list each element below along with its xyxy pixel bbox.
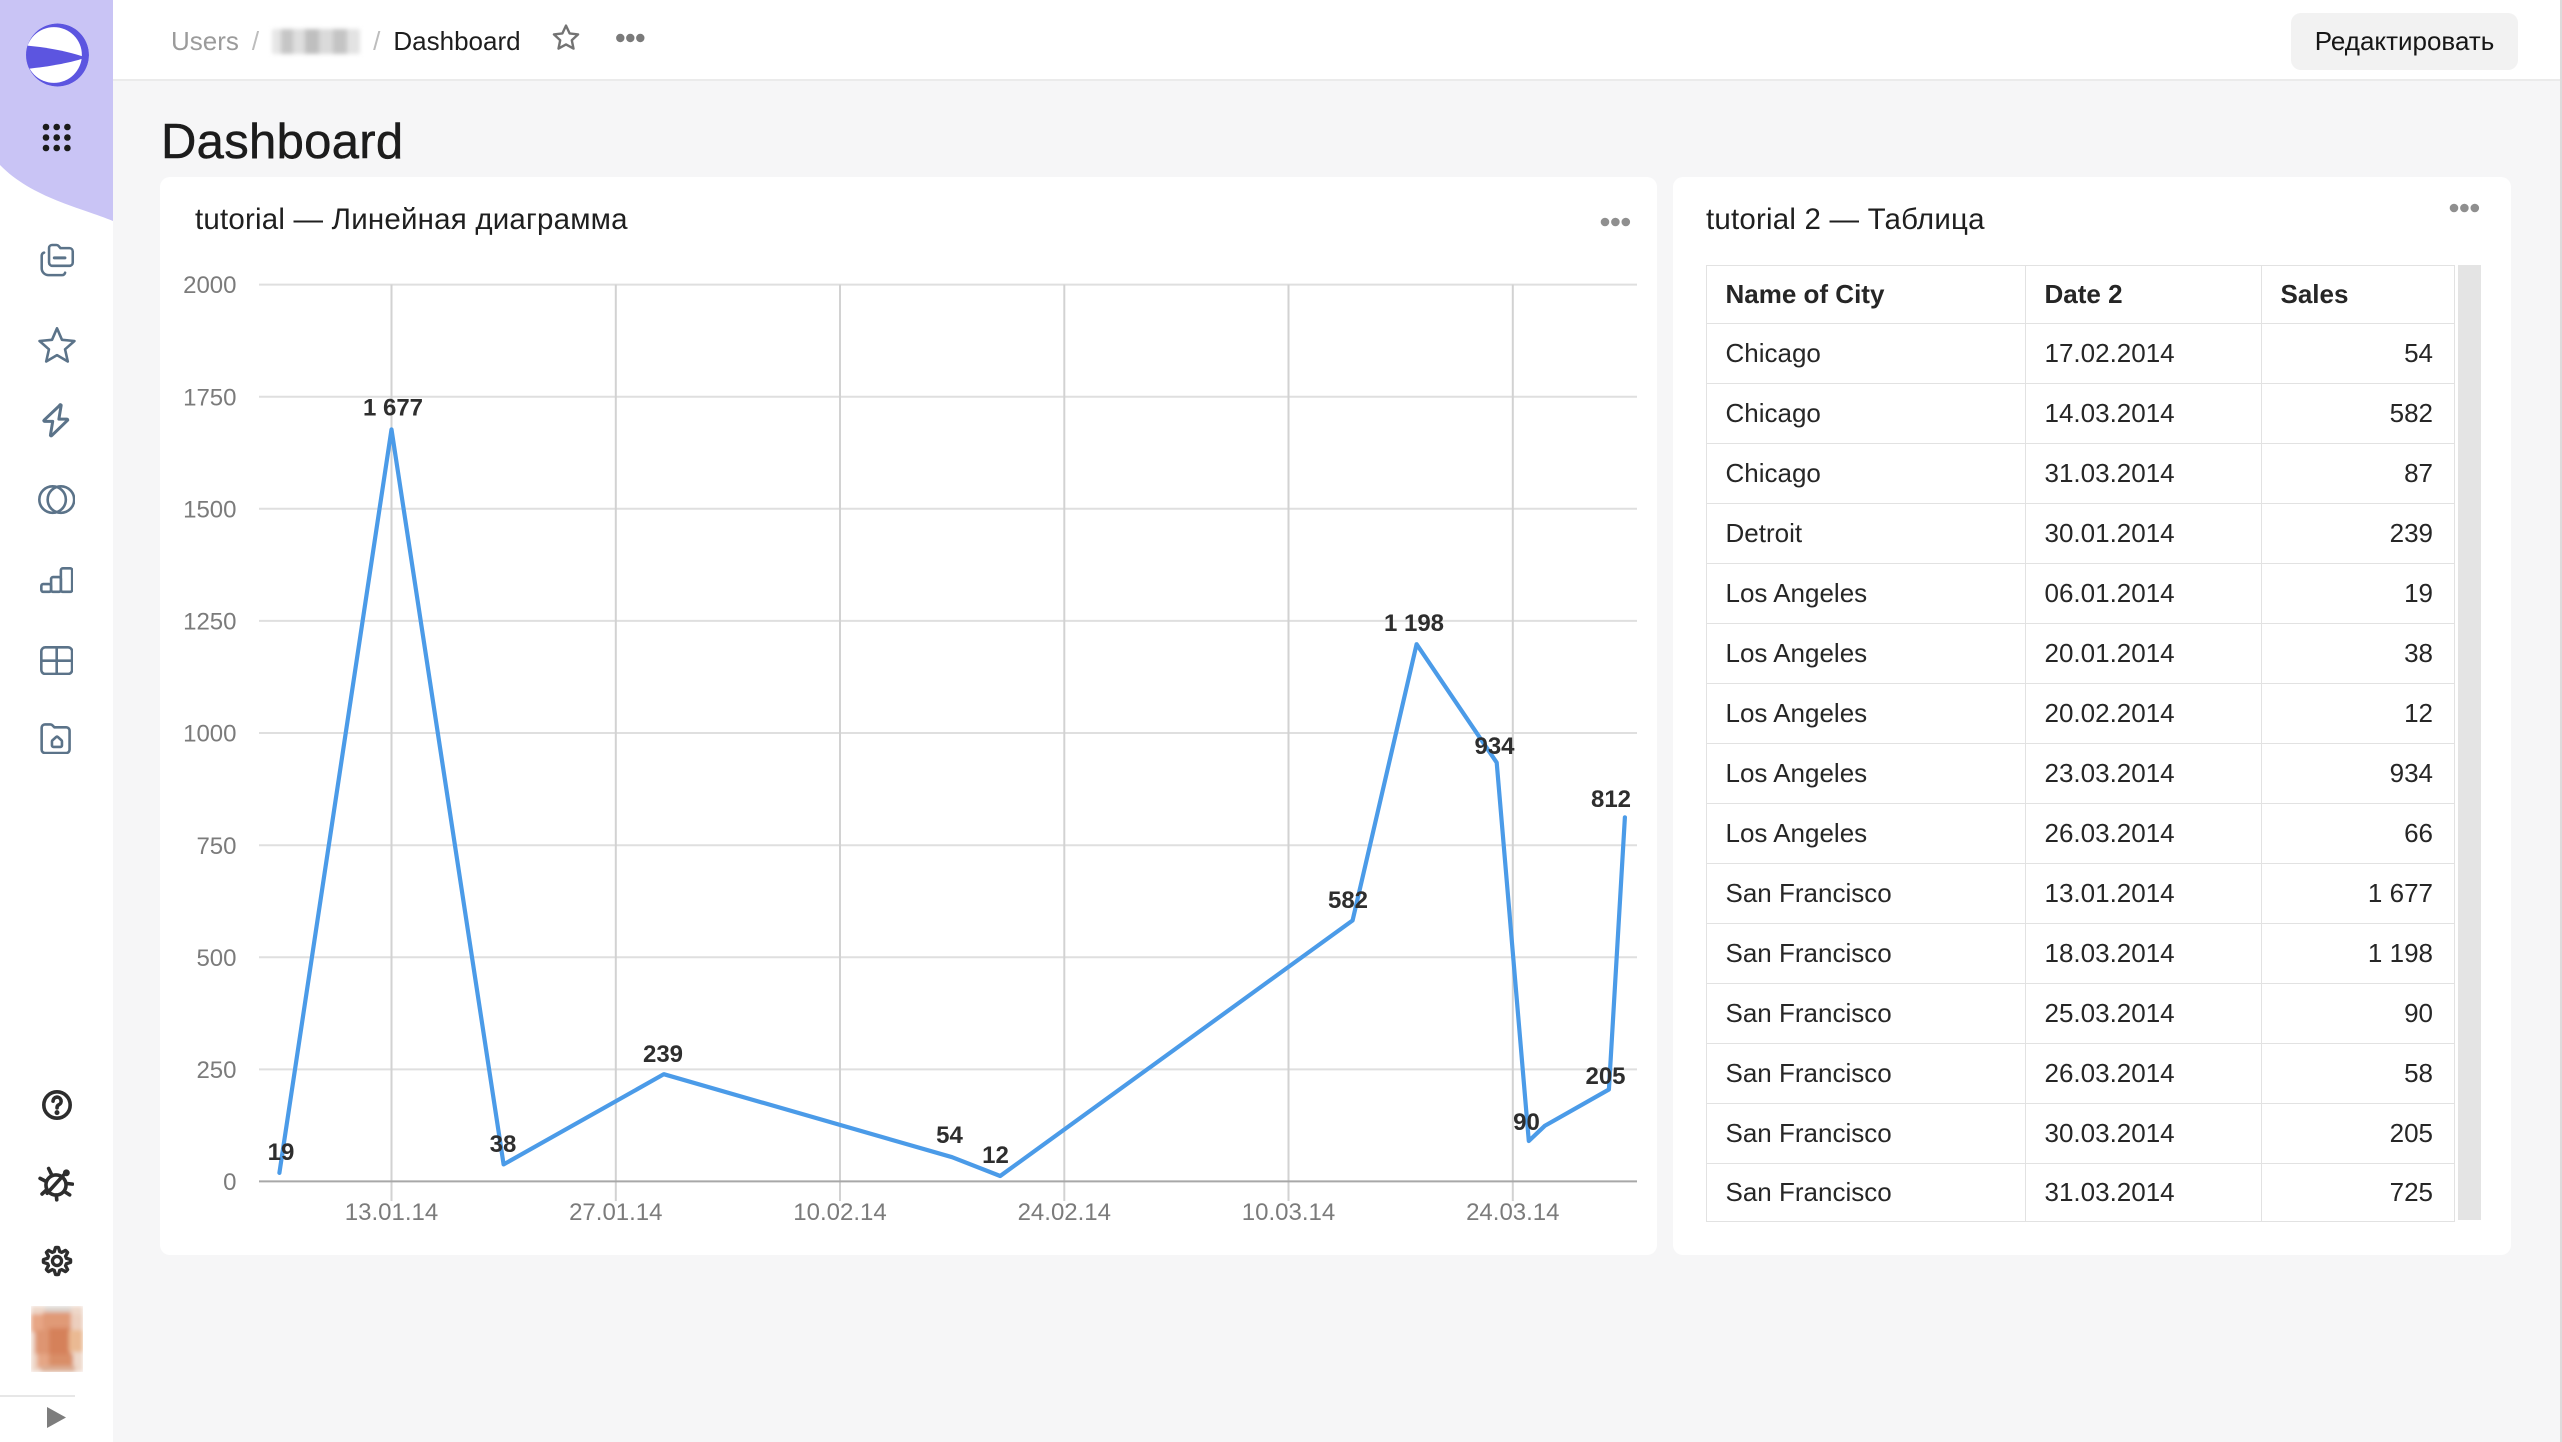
svg-text:205: 205 [1585, 1063, 1625, 1090]
svg-text:54: 54 [936, 1122, 963, 1149]
svg-text:12: 12 [982, 1142, 1009, 1169]
svg-text:13.01.14: 13.01.14 [345, 1199, 438, 1226]
svg-text:24.03.14: 24.03.14 [1466, 1199, 1559, 1226]
svg-text:500: 500 [196, 945, 236, 972]
svg-text:812: 812 [1591, 786, 1631, 813]
svg-text:239: 239 [643, 1041, 683, 1068]
svg-text:1250: 1250 [183, 609, 236, 636]
svg-text:934: 934 [1474, 733, 1515, 760]
svg-text:750: 750 [196, 833, 236, 860]
svg-text:10.02.14: 10.02.14 [793, 1199, 886, 1226]
svg-text:0: 0 [223, 1169, 236, 1196]
svg-text:10.03.14: 10.03.14 [1242, 1199, 1335, 1226]
svg-text:2000: 2000 [183, 272, 236, 299]
svg-text:19: 19 [268, 1139, 295, 1166]
svg-text:90: 90 [1513, 1109, 1540, 1136]
svg-text:38: 38 [490, 1131, 517, 1158]
svg-text:1000: 1000 [183, 721, 236, 748]
svg-text:1 677: 1 677 [363, 395, 423, 422]
svg-text:250: 250 [196, 1057, 236, 1084]
svg-text:27.01.14: 27.01.14 [569, 1199, 662, 1226]
svg-text:1500: 1500 [183, 496, 236, 523]
svg-text:1750: 1750 [183, 384, 236, 411]
svg-text:1 198: 1 198 [1384, 610, 1444, 637]
svg-text:24.02.14: 24.02.14 [1018, 1199, 1111, 1226]
svg-text:582: 582 [1328, 887, 1368, 914]
